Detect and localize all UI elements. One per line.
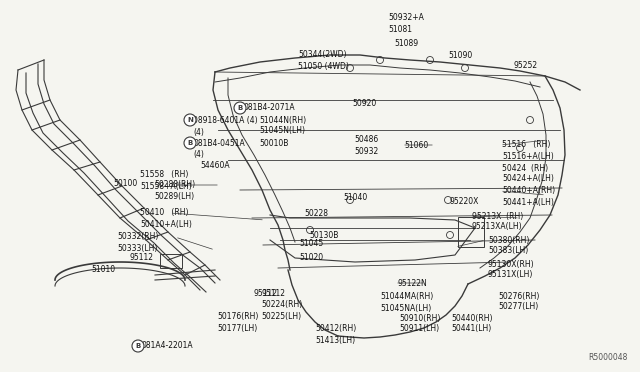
Text: B: B: [188, 140, 193, 146]
Text: 51044MA(RH): 51044MA(RH): [380, 292, 433, 301]
Text: 50224(RH): 50224(RH): [261, 301, 302, 310]
Text: 95112: 95112: [253, 289, 277, 298]
Text: 50289(LH): 50289(LH): [154, 192, 194, 201]
Text: 50176(RH): 50176(RH): [217, 312, 259, 321]
Text: 95213XA(LH): 95213XA(LH): [472, 222, 523, 231]
Text: 95130X(RH): 95130X(RH): [488, 260, 534, 269]
Text: 51090: 51090: [448, 51, 472, 60]
Text: 95112: 95112: [130, 253, 154, 263]
Text: 50383(LH): 50383(LH): [488, 247, 528, 256]
Text: B: B: [237, 105, 243, 111]
Text: 51044N(RH): 51044N(RH): [259, 115, 306, 125]
Text: 50440+A(RH): 50440+A(RH): [502, 186, 555, 196]
Circle shape: [234, 102, 246, 114]
Text: 51010: 51010: [91, 264, 115, 273]
Text: 081B4-2071A: 081B4-2071A: [244, 103, 296, 112]
Text: 50130B: 50130B: [309, 231, 339, 240]
Text: 51060: 51060: [404, 141, 428, 150]
Text: 51050 (4WD): 51050 (4WD): [298, 62, 349, 71]
Text: 50276(RH): 50276(RH): [498, 292, 540, 301]
Text: R5000048: R5000048: [589, 353, 628, 362]
Text: 51040: 51040: [343, 192, 367, 202]
Text: 95112: 95112: [261, 289, 285, 298]
Text: (4): (4): [193, 150, 204, 158]
Text: 50344(2WD): 50344(2WD): [298, 51, 346, 60]
Text: 50932: 50932: [354, 148, 378, 157]
Bar: [458, 217, 484, 247]
Text: 51558+A(LH): 51558+A(LH): [140, 182, 192, 190]
Text: 50228: 50228: [304, 208, 328, 218]
Circle shape: [132, 340, 144, 352]
Text: 50410   (RH): 50410 (RH): [140, 208, 189, 218]
Text: 08918-6401A (4): 08918-6401A (4): [193, 115, 258, 125]
Text: 51045NA(LH): 51045NA(LH): [380, 304, 431, 312]
Text: 50441(LH): 50441(LH): [451, 324, 492, 334]
Text: 95122N: 95122N: [398, 279, 428, 288]
Text: 50486: 50486: [354, 135, 378, 144]
Text: 51516   (RH): 51516 (RH): [502, 141, 550, 150]
Text: N: N: [187, 117, 193, 123]
Text: 50920: 50920: [352, 99, 376, 108]
Text: 50932+A: 50932+A: [388, 13, 424, 22]
Circle shape: [184, 137, 196, 149]
Text: 50441+A(LH): 50441+A(LH): [502, 198, 554, 206]
Text: 50177(LH): 50177(LH): [217, 324, 257, 333]
Text: B: B: [136, 343, 141, 349]
Text: 51020: 51020: [299, 253, 323, 263]
Text: 50424+A(LH): 50424+A(LH): [502, 174, 554, 183]
Text: 51516+A(LH): 51516+A(LH): [502, 151, 554, 160]
Text: (4): (4): [193, 128, 204, 137]
Text: 95131X(LH): 95131X(LH): [488, 270, 533, 279]
Text: 51045: 51045: [299, 240, 323, 248]
Text: 51089: 51089: [394, 38, 418, 48]
Text: 95220X: 95220X: [449, 198, 478, 206]
Text: 54460A: 54460A: [200, 161, 230, 170]
Text: 51413(LH): 51413(LH): [315, 336, 355, 344]
Text: 50225(LH): 50225(LH): [261, 311, 301, 321]
Text: 50380(RH): 50380(RH): [488, 235, 529, 244]
Text: 50424  (RH): 50424 (RH): [502, 164, 548, 173]
Text: 95252: 95252: [513, 61, 537, 70]
Text: 081B4-0451A: 081B4-0451A: [193, 138, 244, 148]
Bar: [160, 254, 182, 268]
Circle shape: [184, 114, 196, 126]
Text: 50010B: 50010B: [259, 138, 289, 148]
Text: 50288(RH): 50288(RH): [154, 180, 195, 189]
Text: 51558   (RH): 51558 (RH): [140, 170, 188, 180]
Text: 50332(RH): 50332(RH): [117, 232, 158, 241]
Text: 51081: 51081: [388, 26, 412, 35]
Text: 50440(RH): 50440(RH): [451, 314, 493, 323]
Text: 51045N(LH): 51045N(LH): [259, 126, 305, 135]
Text: 50100: 50100: [113, 179, 137, 187]
Text: 50911(LH): 50911(LH): [399, 324, 439, 334]
Text: 50333(LH): 50333(LH): [117, 244, 157, 253]
Text: 50412(RH): 50412(RH): [315, 324, 356, 334]
Text: 50277(LH): 50277(LH): [498, 302, 538, 311]
Text: 081A4-2201A: 081A4-2201A: [141, 341, 193, 350]
Text: 50910(RH): 50910(RH): [399, 314, 440, 323]
Text: 50410+A(LH): 50410+A(LH): [140, 219, 192, 228]
Text: 95213X  (RH): 95213X (RH): [472, 212, 524, 221]
